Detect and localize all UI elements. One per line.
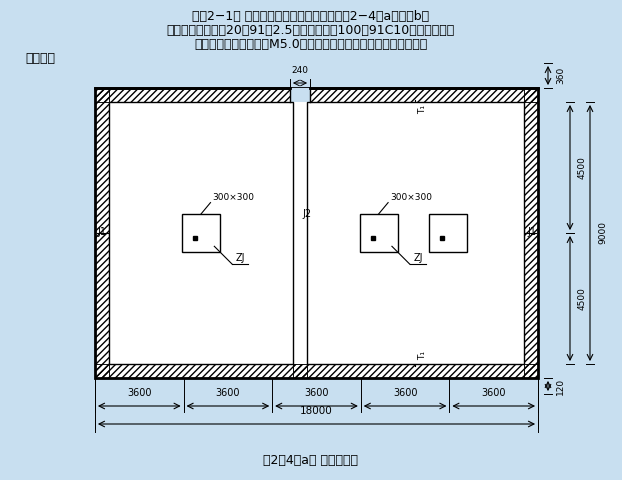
Text: J1: J1 (527, 227, 536, 237)
Bar (95, 88, 109, 378)
Text: 3600: 3600 (216, 388, 240, 398)
Bar (95, 88, 109, 378)
Bar (109, 102, 524, 364)
Bar (95, 364, 538, 378)
Text: 3600: 3600 (127, 388, 152, 398)
Text: 4500: 4500 (578, 287, 587, 310)
Text: 3600: 3600 (304, 388, 329, 398)
Text: 所示，地面做法：20厐91：2.5的水泥砂浆，100厐91C10的素混凝土坠: 所示，地面做法：20厐91：2.5的水泥砂浆，100厐91C10的素混凝土坠 (167, 24, 455, 37)
Text: 4500: 4500 (578, 156, 587, 179)
Bar (524, 88, 538, 378)
Text: 300×300: 300×300 (213, 192, 254, 202)
Bar (95, 88, 538, 378)
Bar (95, 88, 538, 102)
Text: 3600: 3600 (393, 388, 417, 398)
Text: 18000: 18000 (300, 406, 333, 416)
Text: T₁: T₁ (419, 106, 427, 115)
Text: 9000: 9000 (598, 221, 607, 244)
Bar (307, 102, 524, 364)
Bar (182, 214, 220, 252)
Bar (429, 214, 467, 252)
Text: 工程量。: 工程量。 (25, 52, 55, 65)
Text: 3600: 3600 (481, 388, 506, 398)
Text: 300×300: 300×300 (390, 192, 432, 202)
Bar (109, 102, 293, 364)
Bar (293, 88, 307, 378)
Text: 120: 120 (556, 377, 565, 395)
Text: ZJ: ZJ (236, 253, 245, 264)
Text: 240: 240 (292, 66, 309, 75)
Bar (95, 88, 538, 102)
Bar (360, 214, 397, 252)
Text: J1: J1 (97, 227, 106, 237)
Text: 360: 360 (556, 67, 565, 84)
Bar (524, 88, 538, 378)
Bar (290, 88, 310, 102)
Text: 层，素土夹实。基础为M5.0的水泥砂浆砂筑标准粘土砖。试求坠层: 层，素土夹实。基础为M5.0的水泥砂浆砂筑标准粘土砖。试求坠层 (194, 38, 427, 51)
Text: ZJ: ZJ (413, 253, 423, 264)
Text: 图2－4（a） 基础平面图: 图2－4（a） 基础平面图 (264, 454, 358, 467)
Bar (293, 88, 307, 378)
Text: ［兦2−1］ 某建筑物基础平面图及详图如图2−4（a）、（b）: ［兦2−1］ 某建筑物基础平面图及详图如图2−4（a）、（b） (192, 10, 430, 23)
Text: T₁: T₁ (419, 351, 427, 360)
Text: J2: J2 (302, 209, 311, 219)
Bar (95, 364, 538, 378)
